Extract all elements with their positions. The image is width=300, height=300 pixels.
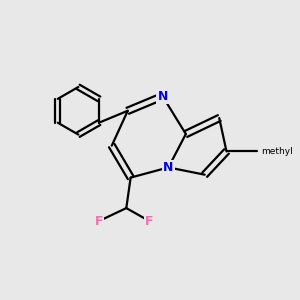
Text: methyl: methyl [261,147,293,156]
Text: N: N [158,90,168,103]
Text: F: F [145,215,154,228]
Text: N: N [163,161,174,174]
Text: F: F [94,215,103,228]
